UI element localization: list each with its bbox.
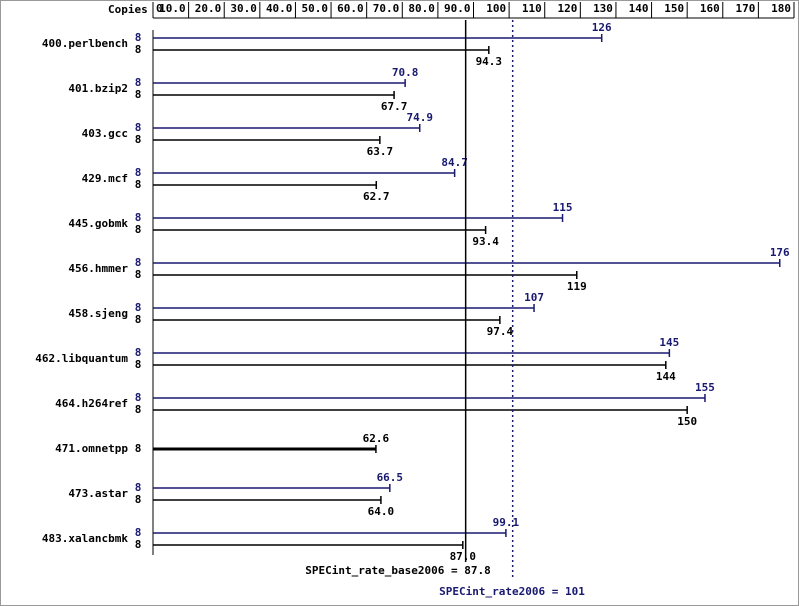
benchmark-name: 401.bzip2 — [68, 82, 128, 95]
copies: 8 — [135, 346, 142, 359]
value-label: 93.4 — [472, 235, 499, 248]
benchmark-name: 400.perlbench — [42, 37, 128, 50]
copies: 8 — [135, 178, 142, 191]
value-label: 176 — [770, 246, 790, 259]
benchmark-name: 471.omnetpp — [55, 442, 128, 455]
copies: 8 — [135, 88, 142, 101]
value-label: 119 — [567, 280, 587, 293]
x-tick-label: 110 — [522, 2, 542, 15]
copies: 8 — [135, 223, 142, 236]
copies: 8 — [135, 121, 142, 134]
copies: 8 — [135, 442, 142, 455]
x-tick-label: 170 — [736, 2, 756, 15]
copies: 8 — [135, 43, 142, 56]
value-label: 97.4 — [487, 325, 514, 338]
value-label: 144 — [656, 370, 676, 383]
benchmark-name: 403.gcc — [82, 127, 128, 140]
benchmark-name: 462.libquantum — [35, 352, 128, 365]
x-tick-label: 50.0 — [302, 2, 329, 15]
copies: 8 — [135, 493, 142, 506]
copies: 8 — [135, 133, 142, 146]
axis-title: Copies — [108, 3, 148, 16]
benchmark-name: 473.astar — [68, 487, 128, 500]
copies: 8 — [135, 526, 142, 539]
benchmark-name: 456.hmmer — [68, 262, 128, 275]
copies: 8 — [135, 403, 142, 416]
copies: 8 — [135, 538, 142, 551]
copies: 8 — [135, 391, 142, 404]
value-label: 74.9 — [406, 111, 433, 124]
value-label: 84.7 — [441, 156, 468, 169]
x-tick-label: 70.0 — [373, 2, 400, 15]
x-tick-label: 30.0 — [230, 2, 257, 15]
x-tick-label: 10.0 — [159, 2, 186, 15]
benchmark-name: 429.mcf — [82, 172, 128, 185]
value-label: 155 — [695, 381, 715, 394]
copies: 8 — [135, 76, 142, 89]
benchmark-name: 483.xalancbmk — [42, 532, 128, 545]
value-label: 115 — [553, 201, 573, 214]
copies: 8 — [135, 31, 142, 44]
value-label: 67.7 — [381, 100, 408, 113]
x-tick-label: 0 — [156, 2, 163, 15]
benchmark-name: 458.sjeng — [68, 307, 128, 320]
x-tick-label: 140 — [629, 2, 649, 15]
x-tick-label: 160 — [700, 2, 720, 15]
x-tick-label: 80.0 — [408, 2, 435, 15]
value-label: 145 — [659, 336, 679, 349]
benchmark-name: 464.h264ref — [55, 397, 128, 410]
value-label: 126 — [592, 21, 612, 34]
copies: 8 — [135, 268, 142, 281]
value-label: 150 — [677, 415, 697, 428]
value-label: 64.0 — [368, 505, 395, 518]
copies: 8 — [135, 211, 142, 224]
x-tick-label: 20.0 — [195, 2, 222, 15]
copies: 8 — [135, 301, 142, 314]
x-tick-label: 180 — [771, 2, 791, 15]
value-label: 94.3 — [476, 55, 503, 68]
x-tick-label: 100 — [486, 2, 506, 15]
x-tick-label: 40.0 — [266, 2, 293, 15]
copies: 8 — [135, 313, 142, 326]
value-label: 107 — [524, 291, 544, 304]
x-tick-label: 130 — [593, 2, 613, 15]
x-tick-label: 60.0 — [337, 2, 364, 15]
value-label: 62.7 — [363, 190, 390, 203]
x-tick-label: 120 — [557, 2, 577, 15]
summary-label: SPECint_rate_base2006 = 87.8 — [305, 564, 490, 577]
value-label: 70.8 — [392, 66, 419, 79]
value-label: 63.7 — [367, 145, 394, 158]
copies: 8 — [135, 166, 142, 179]
copies: 8 — [135, 358, 142, 371]
value-label: 87.0 — [450, 550, 477, 563]
value-label: 62.6 — [363, 432, 390, 445]
x-tick-label: 90.0 — [444, 2, 471, 15]
copies: 8 — [135, 256, 142, 269]
value-label: 66.5 — [377, 471, 404, 484]
benchmark-name: 445.gobmk — [68, 217, 128, 230]
x-tick-label: 150 — [664, 2, 684, 15]
value-label: 99.1 — [493, 516, 520, 529]
copies: 8 — [135, 481, 142, 494]
summary-label: SPECint_rate2006 = 101 — [439, 585, 585, 598]
